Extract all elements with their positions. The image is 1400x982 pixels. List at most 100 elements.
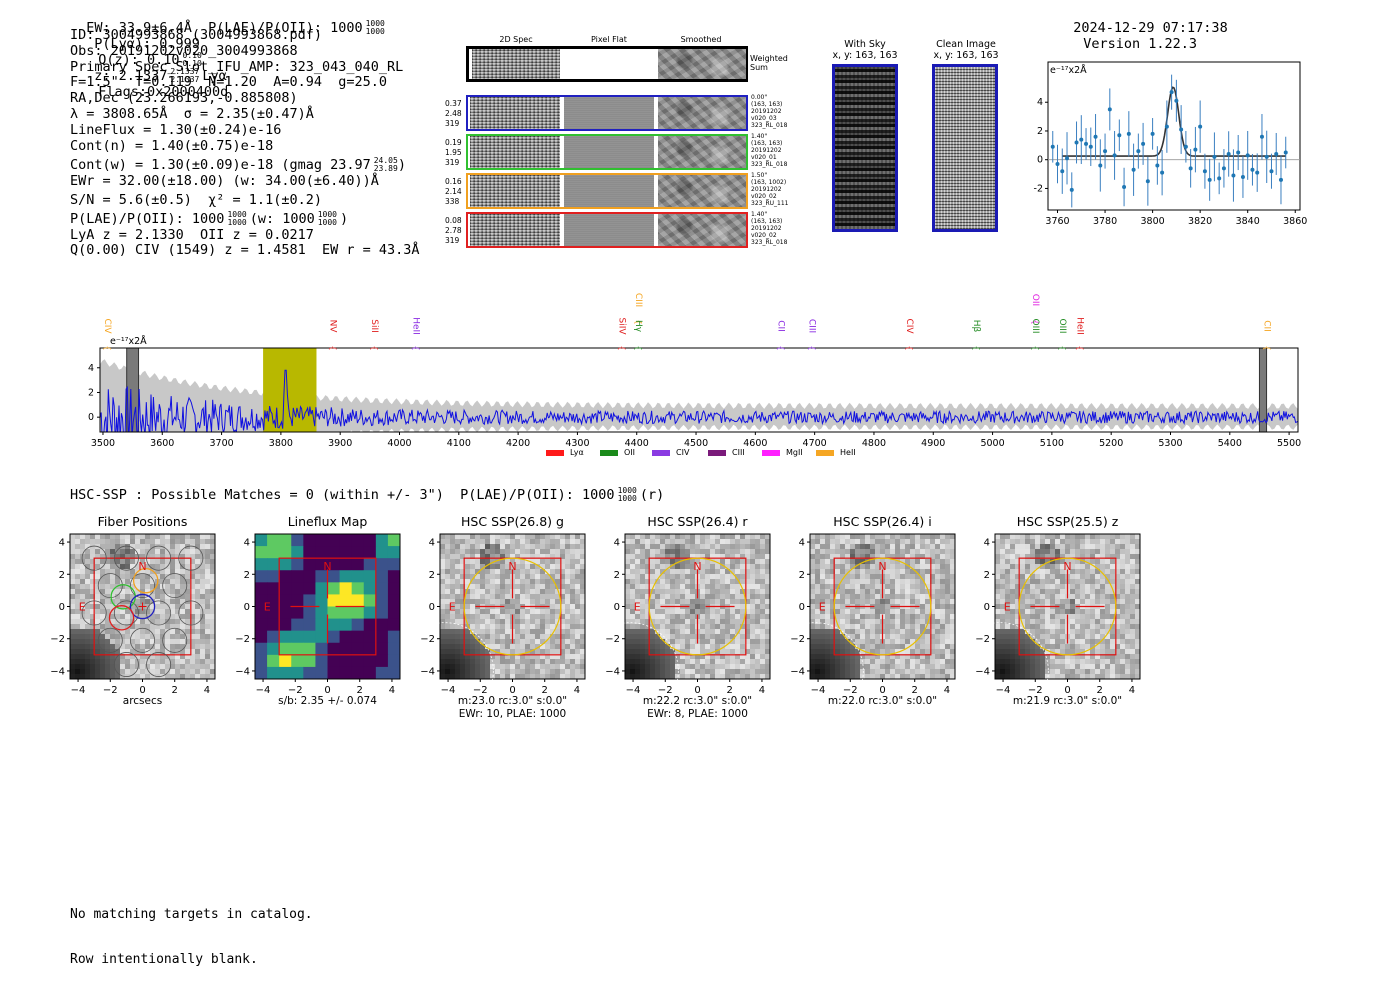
- image-pixel: [725, 599, 731, 605]
- image-pixel: [755, 569, 761, 575]
- image-pixel: [1005, 534, 1011, 540]
- image-pixel: [645, 659, 651, 665]
- active-fiber-circle: [108, 605, 135, 631]
- image-pixel: [825, 534, 831, 540]
- image-pixel: [840, 574, 846, 580]
- image-pixel: [950, 639, 956, 645]
- image-pixel: [740, 619, 746, 625]
- image-pixel: [630, 634, 636, 640]
- image-pixel: [190, 669, 196, 675]
- image-pixel: [900, 539, 906, 545]
- image-pixel: [1125, 594, 1131, 600]
- image-pixel: [540, 644, 546, 650]
- lineflux-pixel: [255, 630, 268, 644]
- image-pixel: [565, 644, 571, 650]
- lineflux-pixel: [375, 642, 389, 656]
- image-pixel: [1115, 669, 1121, 675]
- image-pixel: [455, 629, 461, 635]
- image-pixel: [465, 614, 471, 620]
- zoom-data-point: [1188, 166, 1193, 171]
- lineflux-pixel: [351, 582, 365, 595]
- image-pixel: [670, 649, 676, 655]
- image-pixel: [505, 619, 511, 625]
- image-pixel: [705, 574, 711, 580]
- image-pixel: [130, 669, 136, 675]
- image-pixel: [945, 634, 951, 640]
- image-pixel: [840, 634, 846, 640]
- image-pixel: [1060, 649, 1066, 655]
- image-pixel: [725, 574, 731, 580]
- image-pixel: [745, 594, 751, 600]
- image-pixel: [1030, 674, 1036, 680]
- lineflux-pixel: [375, 618, 389, 632]
- image-pixel: [835, 674, 841, 680]
- image-pixel: [1095, 599, 1101, 605]
- full-x-tick-label: 4500: [684, 438, 708, 449]
- image-pixel: [470, 639, 476, 645]
- image-pixel: [815, 674, 821, 680]
- image-pixel: [125, 649, 131, 655]
- image-pixel: [185, 574, 191, 580]
- image-pixel: [1100, 649, 1106, 655]
- lineflux-pixel: [291, 618, 304, 632]
- image-pixel: [475, 659, 481, 665]
- image-pixel: [150, 574, 156, 580]
- image-pixel: [115, 569, 121, 575]
- image-pixel: [1120, 634, 1126, 640]
- image-pixel: [905, 554, 911, 560]
- image-pixel: [945, 574, 951, 580]
- image-pixel: [1110, 674, 1116, 680]
- lineflux-pixel: [315, 570, 328, 583]
- image-pixel: [655, 654, 661, 660]
- image-pixel: [475, 574, 481, 580]
- image-pixel: [1100, 609, 1106, 615]
- image-pixel: [75, 619, 81, 625]
- image-pixel: [715, 549, 721, 555]
- image-pixel: [760, 554, 766, 560]
- image-pixel: [520, 564, 526, 570]
- image-pixel: [90, 649, 96, 655]
- lineflux-pixel: [327, 606, 341, 620]
- image-pixel: [810, 534, 816, 540]
- image-pixel: [830, 609, 836, 615]
- image-pixel: [885, 634, 891, 640]
- image-pixel: [935, 654, 941, 660]
- image-pixel: [670, 554, 676, 560]
- image-pixel: [1035, 664, 1041, 670]
- image-pixel: [845, 584, 851, 590]
- image-pixel: [660, 559, 666, 565]
- image-pixel: [550, 619, 556, 625]
- image-pixel: [645, 619, 651, 625]
- image-pixel: [745, 629, 751, 635]
- image-pixel: [820, 574, 826, 580]
- image-pixel: [150, 674, 156, 680]
- image-pixel: [660, 619, 666, 625]
- image-pixel: [485, 584, 491, 590]
- image-pixel: [565, 604, 571, 610]
- zoom-data-point: [1155, 163, 1160, 168]
- image-pixel: [1070, 544, 1076, 550]
- image-pixel: [640, 669, 646, 675]
- image-pixel: [80, 639, 86, 645]
- image-pixel: [1075, 674, 1081, 680]
- image-pixel: [685, 624, 691, 630]
- image-pixel: [1055, 669, 1061, 675]
- image-pixel: [1125, 664, 1131, 670]
- image-pixel: [1110, 569, 1116, 575]
- image-pixel: [160, 674, 166, 680]
- image-pixel: [490, 624, 496, 630]
- image-pixel: [1055, 644, 1061, 650]
- image-pixel: [560, 534, 566, 540]
- image-pixel: [1060, 674, 1066, 680]
- image-pixel: [170, 614, 176, 620]
- image-pixel: [945, 594, 951, 600]
- image-pixel: [680, 579, 686, 585]
- image-pixel: [95, 659, 101, 665]
- image-pixel: [520, 534, 526, 540]
- image-pixel: [1025, 644, 1031, 650]
- fiber-stat-value: 2.78: [445, 226, 462, 235]
- image-pixel: [1070, 604, 1076, 610]
- image-pixel: [170, 584, 176, 590]
- image-pixel: [95, 639, 101, 645]
- hsc-summary-row: HSC-SSP : Possible Matches = 0 (within +…: [70, 487, 664, 504]
